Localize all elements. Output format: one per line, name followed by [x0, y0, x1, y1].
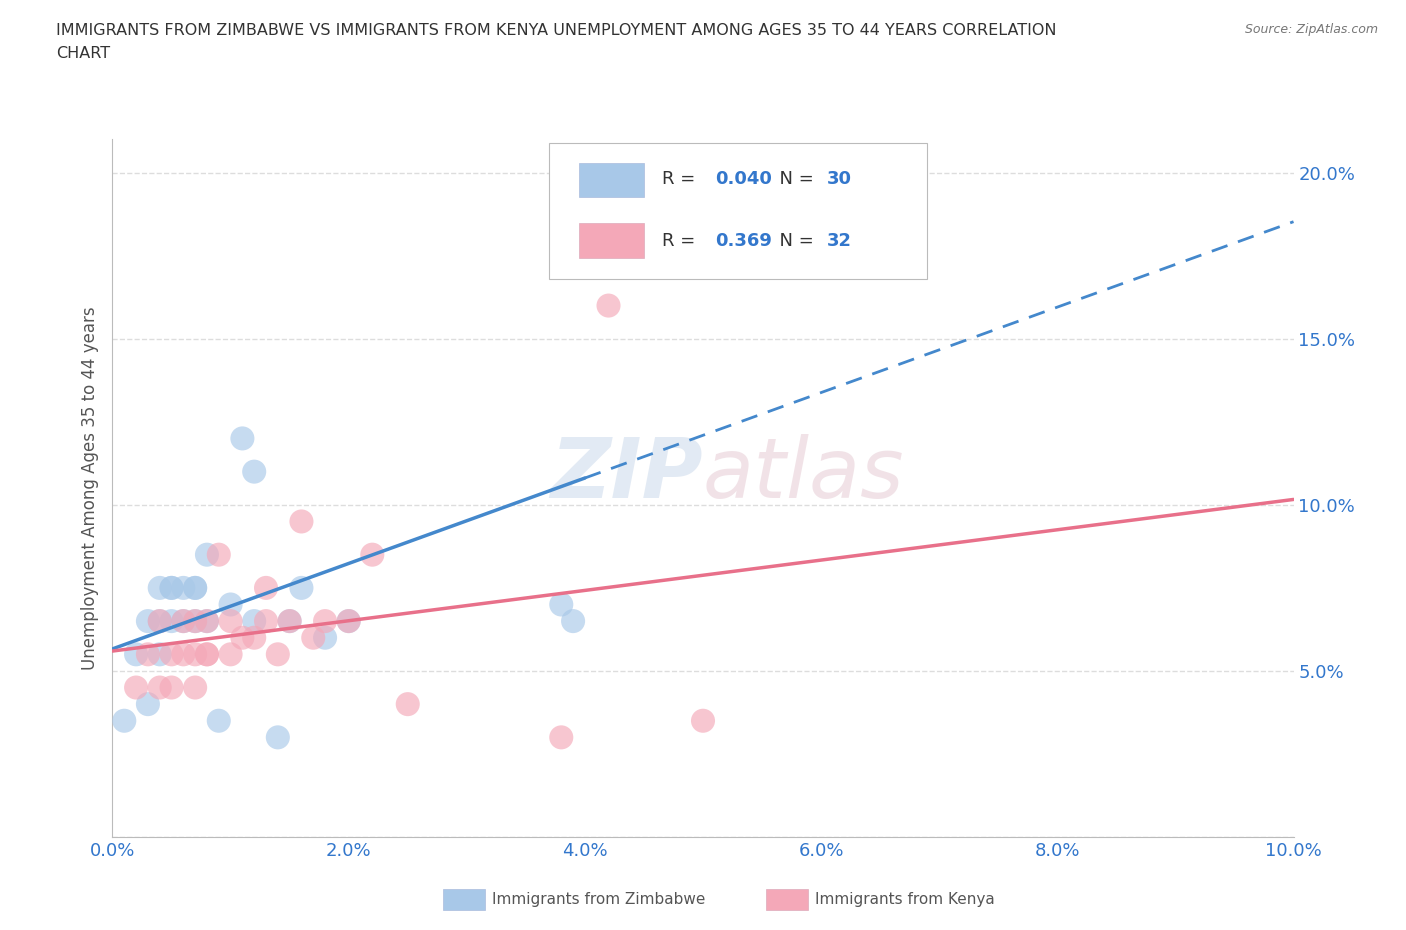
Point: [125, 680, 148, 695]
Point: [219, 614, 242, 629]
Point: [562, 614, 585, 629]
Text: R =: R =: [662, 170, 700, 188]
Text: N =: N =: [768, 170, 820, 188]
Point: [692, 713, 714, 728]
Point: [160, 580, 183, 595]
Bar: [579, 163, 644, 197]
Point: [208, 713, 231, 728]
Point: [195, 547, 218, 562]
Point: [160, 680, 183, 695]
Point: [172, 614, 194, 629]
Point: [172, 614, 194, 629]
Point: [125, 647, 148, 662]
Text: R =: R =: [662, 232, 700, 249]
Point: [231, 631, 253, 645]
Point: [337, 614, 360, 629]
Point: [254, 580, 277, 595]
Point: [184, 614, 207, 629]
Point: [195, 647, 218, 662]
Point: [184, 580, 207, 595]
Point: [219, 647, 242, 662]
Text: 32: 32: [827, 232, 852, 249]
Point: [160, 647, 183, 662]
Text: 30: 30: [827, 170, 852, 188]
Point: [172, 580, 194, 595]
Point: [243, 631, 266, 645]
Point: [195, 614, 218, 629]
Point: [314, 614, 336, 629]
Point: [290, 580, 312, 595]
Text: Immigrants from Kenya: Immigrants from Kenya: [815, 892, 995, 907]
Point: [149, 614, 172, 629]
Point: [136, 614, 159, 629]
FancyBboxPatch shape: [550, 143, 928, 279]
Point: [184, 614, 207, 629]
Point: [149, 614, 172, 629]
Point: [160, 580, 183, 595]
Point: [184, 647, 207, 662]
Text: 0.369: 0.369: [714, 232, 772, 249]
Text: Source: ZipAtlas.com: Source: ZipAtlas.com: [1244, 23, 1378, 36]
Point: [208, 547, 231, 562]
Text: N =: N =: [768, 232, 820, 249]
Point: [149, 580, 172, 595]
Point: [172, 647, 194, 662]
Point: [184, 580, 207, 595]
Point: [136, 697, 159, 711]
Point: [243, 464, 266, 479]
Point: [278, 614, 301, 629]
Point: [243, 614, 266, 629]
Point: [278, 614, 301, 629]
Bar: [579, 223, 644, 259]
Point: [149, 680, 172, 695]
Point: [136, 647, 159, 662]
Y-axis label: Unemployment Among Ages 35 to 44 years: Unemployment Among Ages 35 to 44 years: [80, 307, 98, 670]
Point: [290, 514, 312, 529]
Text: 0.040: 0.040: [714, 170, 772, 188]
Point: [195, 647, 218, 662]
Point: [550, 730, 572, 745]
Text: CHART: CHART: [56, 46, 110, 61]
Point: [195, 614, 218, 629]
Point: [302, 631, 325, 645]
Point: [219, 597, 242, 612]
Point: [550, 597, 572, 612]
Point: [574, 182, 596, 197]
Point: [361, 547, 384, 562]
Point: [267, 647, 290, 662]
Point: [337, 614, 360, 629]
Text: IMMIGRANTS FROM ZIMBABWE VS IMMIGRANTS FROM KENYA UNEMPLOYMENT AMONG AGES 35 TO : IMMIGRANTS FROM ZIMBABWE VS IMMIGRANTS F…: [56, 23, 1057, 38]
Point: [267, 730, 290, 745]
Point: [254, 614, 277, 629]
Point: [231, 431, 253, 445]
Point: [314, 631, 336, 645]
Point: [160, 614, 183, 629]
Point: [149, 647, 172, 662]
Text: Immigrants from Zimbabwe: Immigrants from Zimbabwe: [492, 892, 706, 907]
Point: [112, 713, 135, 728]
Point: [184, 680, 207, 695]
Text: ZIP: ZIP: [550, 433, 703, 515]
Text: atlas: atlas: [703, 433, 904, 515]
Point: [396, 697, 419, 711]
Point: [598, 299, 620, 313]
